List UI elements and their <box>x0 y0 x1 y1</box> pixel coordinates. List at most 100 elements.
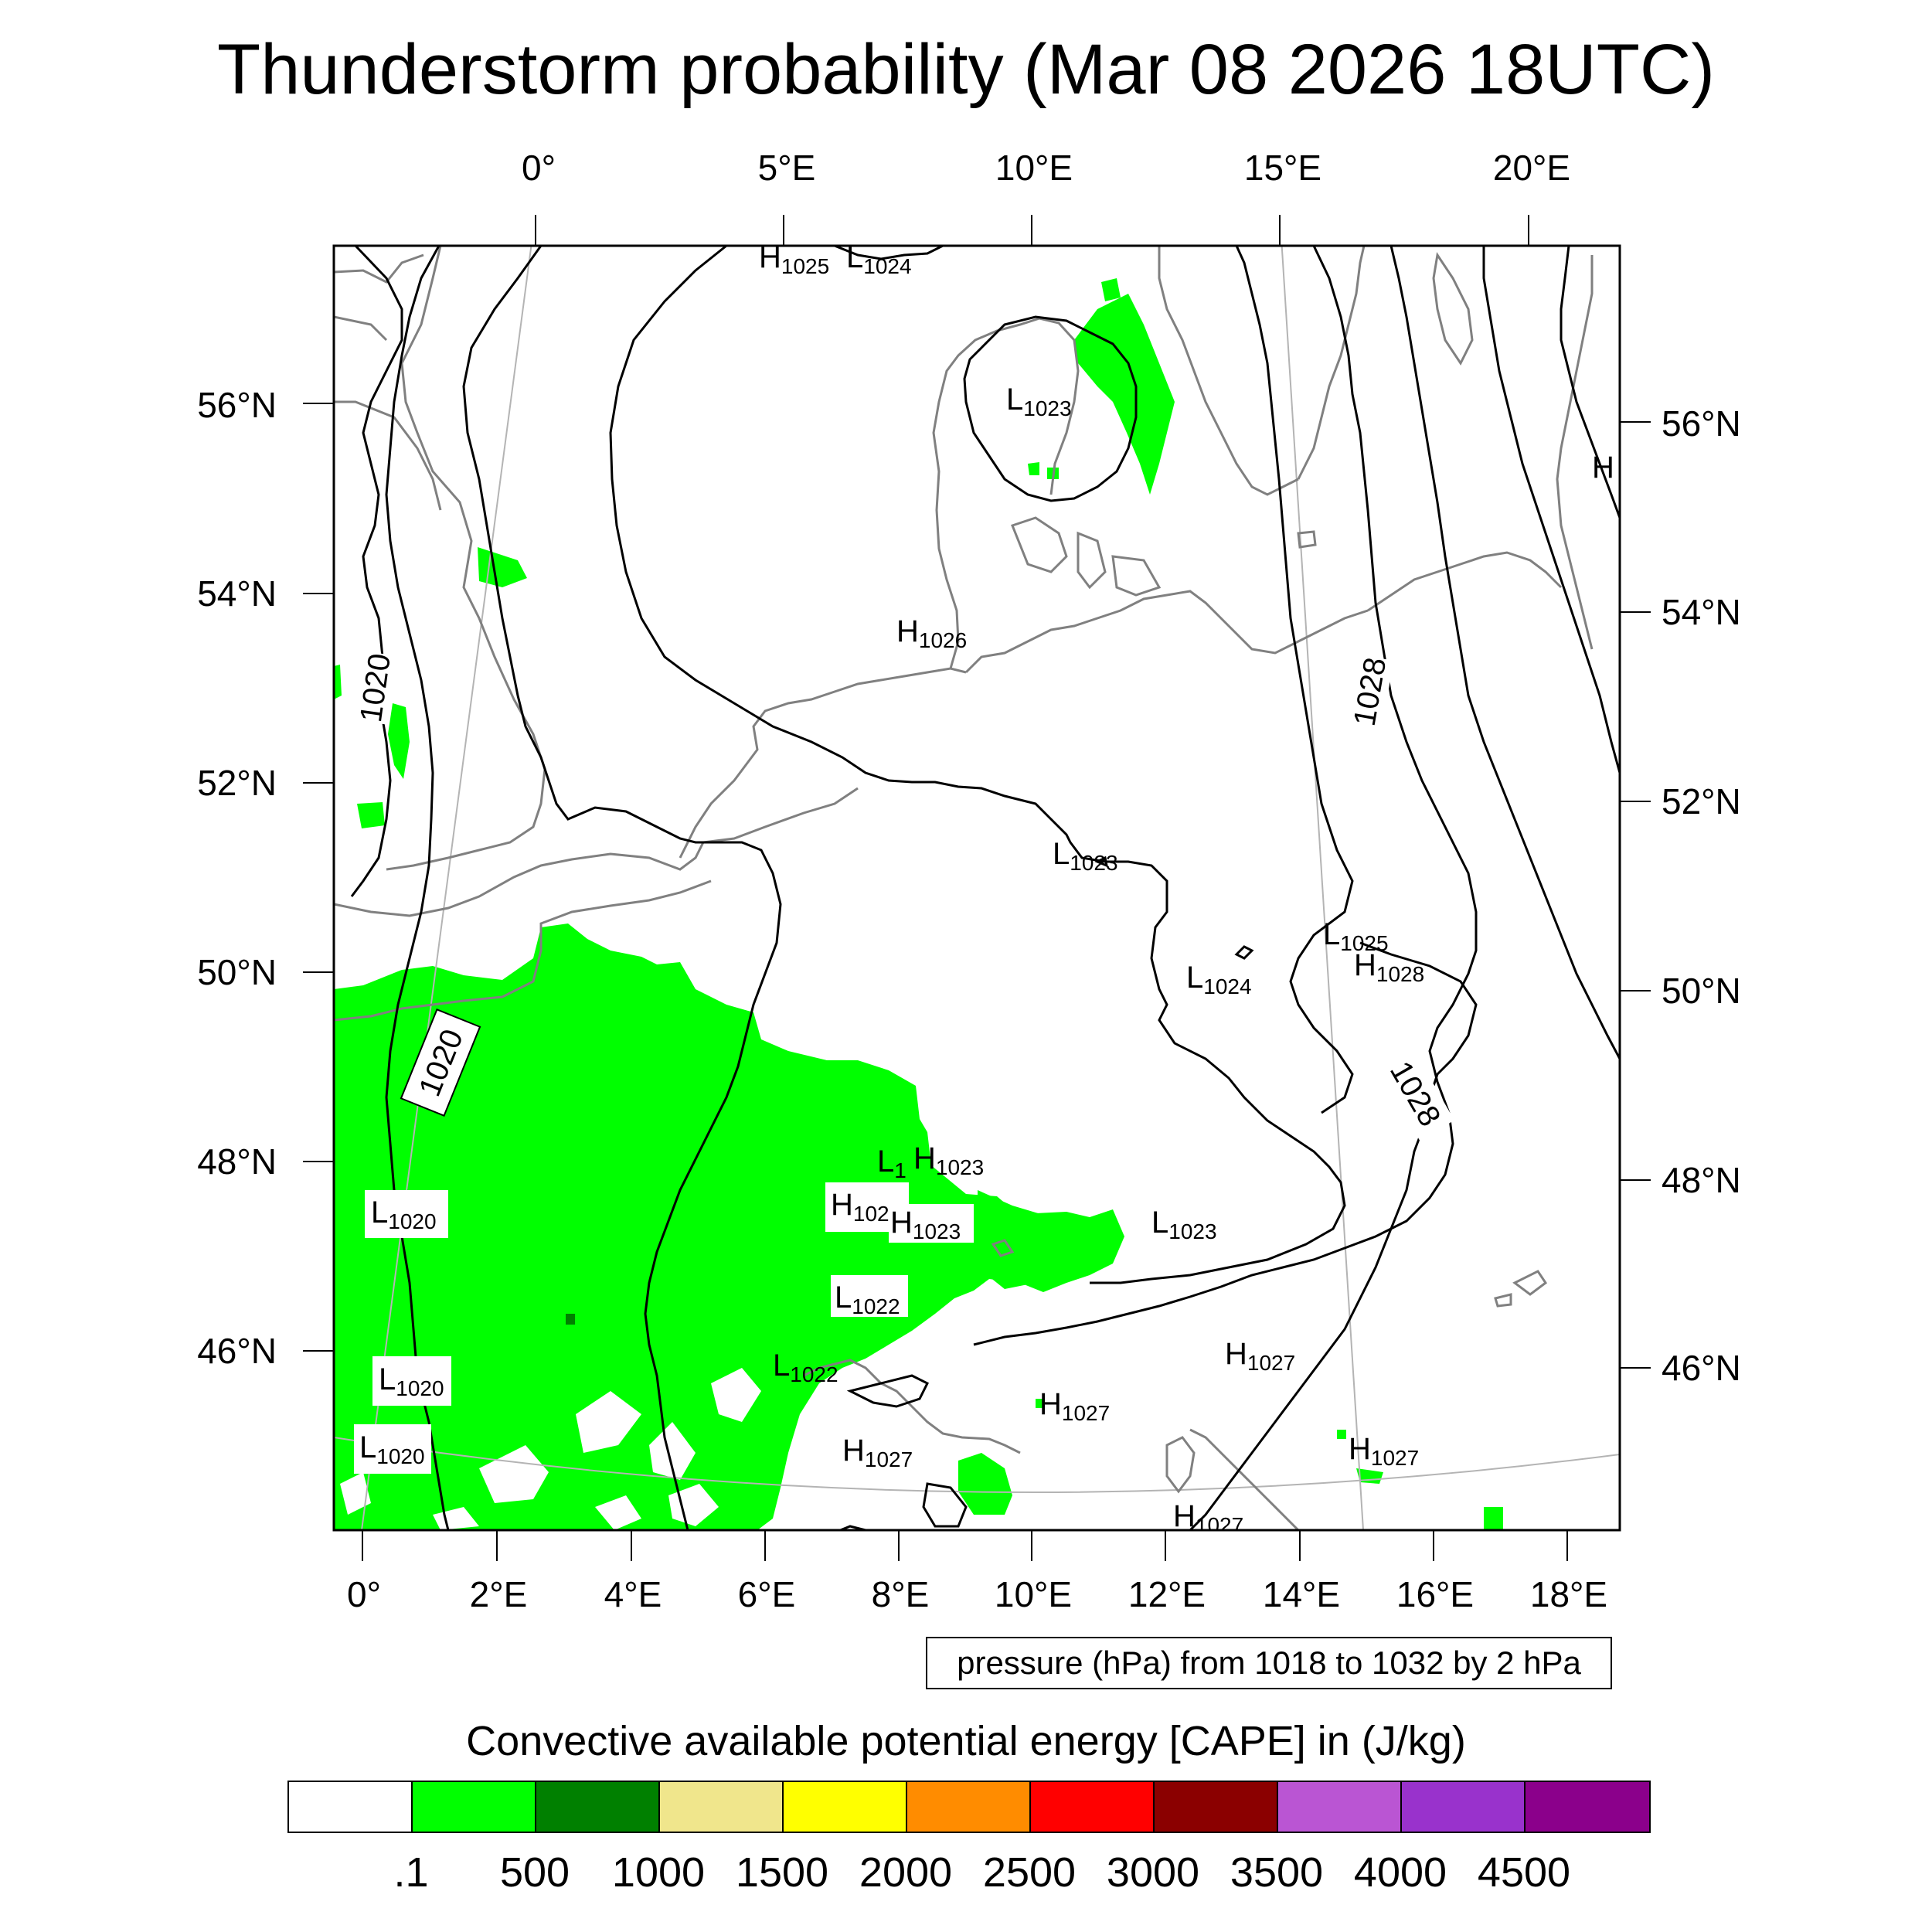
svg-text:H1028: H1028 <box>1354 948 1424 986</box>
isobar-1028-center <box>1189 941 1478 1530</box>
right-tick-label: 56°N <box>1662 403 1741 444</box>
pressure-center-high: H1023 <box>913 1141 984 1179</box>
top-tick-label: 0° <box>522 148 556 188</box>
pressure-center-high: H1028 <box>1354 948 1424 986</box>
colorbar-label: 500 <box>499 1849 570 1896</box>
pressure-center-high: H1027 <box>842 1434 913 1471</box>
coast-lakes <box>991 1239 1548 1308</box>
isobar-west-2 <box>385 246 450 1530</box>
coast-italy-north <box>803 1359 1021 1454</box>
svg-text:H1025: H1025 <box>759 240 829 278</box>
graticule <box>334 246 1620 1530</box>
pressure-center-low: L1020 <box>354 1424 431 1474</box>
pressure-center-high: H1023 <box>889 1204 974 1243</box>
svg-text:H1027: H1027 <box>1349 1432 1419 1470</box>
isobar-south-loops <box>837 1374 968 1530</box>
cape-region-england <box>478 547 527 587</box>
isobar-denmark-low <box>963 315 1138 502</box>
svg-text:H1027: H1027 <box>1225 1337 1295 1375</box>
coast-bornholm <box>1297 530 1317 549</box>
coast-gotland <box>1432 252 1474 366</box>
svg-text:H1026: H1026 <box>896 614 967 652</box>
chart-title: Thunderstorm probability (Mar 08 2026 18… <box>217 30 1715 109</box>
cape-region-denmark <box>1074 294 1175 495</box>
top-tick-label: 20°E <box>1492 148 1571 188</box>
pressure-center-low: L1022 <box>831 1275 908 1318</box>
coast-scotland <box>334 253 442 511</box>
colorbar-box <box>1278 1782 1402 1832</box>
contour-label: 1020 <box>400 1008 481 1117</box>
pressure-center-high: H1027 <box>1349 1432 1419 1470</box>
pressure-center-low: L1023 <box>1151 1206 1217 1243</box>
left-tick-label: 56°N <box>197 385 277 425</box>
colorbar-label: .1 <box>393 1849 429 1896</box>
isobar-west-3 <box>462 246 782 1530</box>
pressure-center-low: L1025 <box>1323 917 1389 955</box>
bottom-tick-label: 4°E <box>604 1574 662 1614</box>
pressure-center-low: L1020 <box>372 1356 451 1406</box>
svg-text:L1020: L1020 <box>359 1430 425 1468</box>
pressure-center-low: L1022 <box>773 1349 838 1386</box>
contour-label: 1020 <box>351 651 399 725</box>
colorbar-box <box>907 1782 1031 1832</box>
coast-channel <box>334 787 859 917</box>
colorbar-box <box>536 1782 660 1832</box>
svg-text:H: H <box>1592 451 1614 485</box>
left-tick-label: 54°N <box>197 573 277 614</box>
isobar-west-1 <box>350 246 403 897</box>
bottom-tick-label: 14°E <box>1262 1574 1341 1614</box>
bottom-tick-label: 6°E <box>737 1574 796 1614</box>
coast-benelux <box>679 667 967 859</box>
colorbar-box <box>1526 1782 1649 1832</box>
right-tick-label: 54°N <box>1662 592 1741 632</box>
coast-denmark-islands <box>1011 516 1162 597</box>
isobars <box>350 246 1620 1530</box>
colorbar-box <box>1031 1782 1155 1832</box>
colorbar-box <box>289 1782 413 1832</box>
left-tick-label: 50°N <box>197 952 277 992</box>
coast-istria <box>1165 1436 1196 1494</box>
svg-text:H1027: H1027 <box>842 1434 913 1471</box>
pressure-center-low: L1020 <box>365 1190 448 1238</box>
pressure-center-high: H1027 <box>1173 1499 1243 1537</box>
coast-sweden-south <box>1158 246 1299 496</box>
pressure-center-low: L1023 <box>1053 837 1118 875</box>
colorbar <box>287 1781 1651 1833</box>
colorbar-label: 2500 <box>982 1849 1077 1896</box>
left-tick-label: 52°N <box>197 763 277 803</box>
svg-text:1028: 1028 <box>1348 655 1393 729</box>
svg-text:H1027: H1027 <box>1039 1387 1110 1425</box>
svg-text:H1027: H1027 <box>1173 1499 1243 1537</box>
isobar-north-dome <box>609 246 1346 1284</box>
svg-text:L1024: L1024 <box>846 240 912 278</box>
colorbar-label: 4000 <box>1353 1849 1447 1896</box>
coast-england-east <box>386 246 546 871</box>
svg-text:L1022: L1022 <box>835 1281 900 1318</box>
coast-france-north <box>334 879 712 1022</box>
colorbar-label: 2000 <box>859 1849 953 1896</box>
pressure-centers: H1025 L1024 L1023 H1026 L1023 L1025 H102… <box>354 240 1614 1537</box>
map-layer: 1020 1020 1028 1028 H1025 L1024 <box>334 240 1620 1537</box>
right-tick-label: 46°N <box>1662 1348 1741 1388</box>
svg-text:H1023: H1023 <box>913 1141 984 1179</box>
pressure-center-high: H <box>1592 451 1614 485</box>
colorbar-box <box>413 1782 536 1832</box>
isobar-1032-east <box>1560 246 1620 519</box>
pressure-center-low: L1 <box>877 1145 906 1182</box>
svg-text:L1024: L1024 <box>1186 961 1252 998</box>
coast-baltic-east <box>1556 255 1594 650</box>
coast-germany-denmark <box>932 317 1080 669</box>
bottom-tick-label: 8°E <box>871 1574 930 1614</box>
pressure-center-high: H1026 <box>896 614 967 652</box>
bottom-tick-label: 0° <box>347 1574 381 1614</box>
isobar-north-top <box>834 246 944 260</box>
cape-region-main <box>334 923 1124 1530</box>
top-tick-label: 15°E <box>1243 148 1322 188</box>
right-tick-label: 48°N <box>1662 1160 1741 1200</box>
isobar-1028-east <box>1389 246 1620 1060</box>
colorbar-box <box>660 1782 784 1832</box>
coast-poland-baltic <box>1367 551 1563 612</box>
cape-shading <box>334 278 1503 1530</box>
pressure-center-low: L1023 <box>1006 383 1072 420</box>
bottom-tick-label: 16°E <box>1396 1574 1475 1614</box>
